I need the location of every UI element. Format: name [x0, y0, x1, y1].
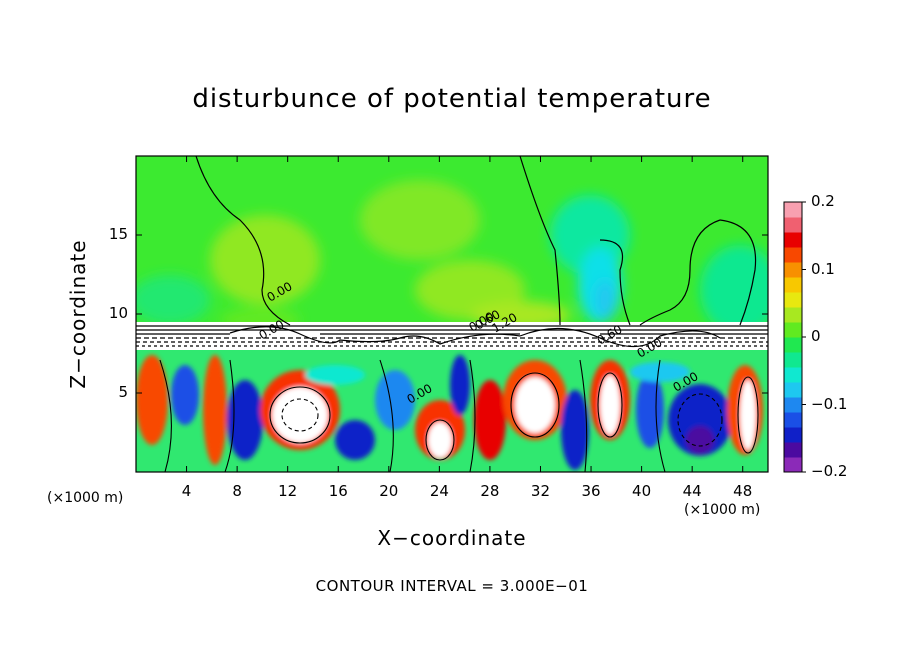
colorbar-swatch — [784, 427, 802, 443]
x-tick-label: 20 — [379, 482, 399, 500]
x-tick-label: 24 — [429, 482, 449, 500]
colorbar-swatch — [784, 202, 802, 218]
colorbar-swatch — [784, 397, 802, 413]
colorbar-swatch — [784, 247, 802, 263]
colorbar-swatch — [784, 292, 802, 308]
colorbar-tick-label: 0 — [811, 327, 821, 345]
x-tick-label: 16 — [328, 482, 348, 500]
x-tick-label: 40 — [632, 482, 652, 500]
y-tick-label: 10 — [108, 304, 128, 322]
colorbar-tick-marks — [802, 201, 806, 473]
x-axis-label: X−coordinate — [377, 526, 527, 550]
colorbar-swatch — [784, 217, 802, 233]
colorbar-swatch — [784, 457, 802, 473]
contour-interval-note: CONTOUR INTERVAL = 3.000E−01 — [315, 577, 589, 595]
x-tick-label: 36 — [581, 482, 601, 500]
colorbar-swatch — [784, 412, 802, 428]
x-tick-label: 4 — [181, 482, 192, 500]
colorbar-swatch — [784, 382, 802, 398]
x-unit-label-right: (×1000 m) — [684, 502, 761, 518]
colorbar-swatch — [784, 367, 802, 383]
colorbar-swatch — [784, 262, 802, 278]
colorbar-swatch — [784, 277, 802, 293]
chart-title: disturbunce of potential temperature — [192, 84, 712, 114]
colorbar — [784, 202, 802, 473]
colorbar-tick-label: 0.2 — [811, 192, 835, 210]
colorbar-tick-label: −0.1 — [811, 394, 848, 413]
x-tick-label: 32 — [530, 482, 551, 500]
x-tick-label: 12 — [278, 482, 298, 500]
heatmap-field — [136, 156, 768, 472]
y-axis-label: Z−coordinate — [66, 239, 90, 389]
x-tick-label: 44 — [682, 482, 702, 500]
colorbar-swatch — [784, 232, 802, 248]
y-tick-marks — [136, 234, 768, 394]
colorbar-tick-label: 0.1 — [811, 259, 835, 278]
colorbar-swatch — [784, 352, 802, 368]
colorbar-swatch — [784, 307, 802, 323]
colorbar-swatch — [784, 322, 802, 338]
x-tick-label: 28 — [480, 482, 500, 500]
x-tick-label: 8 — [232, 482, 242, 500]
y-tick-label: 5 — [118, 383, 128, 401]
colorbar-swatch — [784, 442, 802, 458]
colorbar-tick-label: −0.2 — [811, 462, 848, 480]
y-tick-label: 15 — [108, 225, 128, 243]
x-tick-label: 48 — [733, 482, 753, 500]
x-tick-marks — [186, 156, 744, 472]
colorbar-swatch — [784, 337, 802, 353]
x-unit-label-left: (×1000 m) — [47, 490, 124, 506]
